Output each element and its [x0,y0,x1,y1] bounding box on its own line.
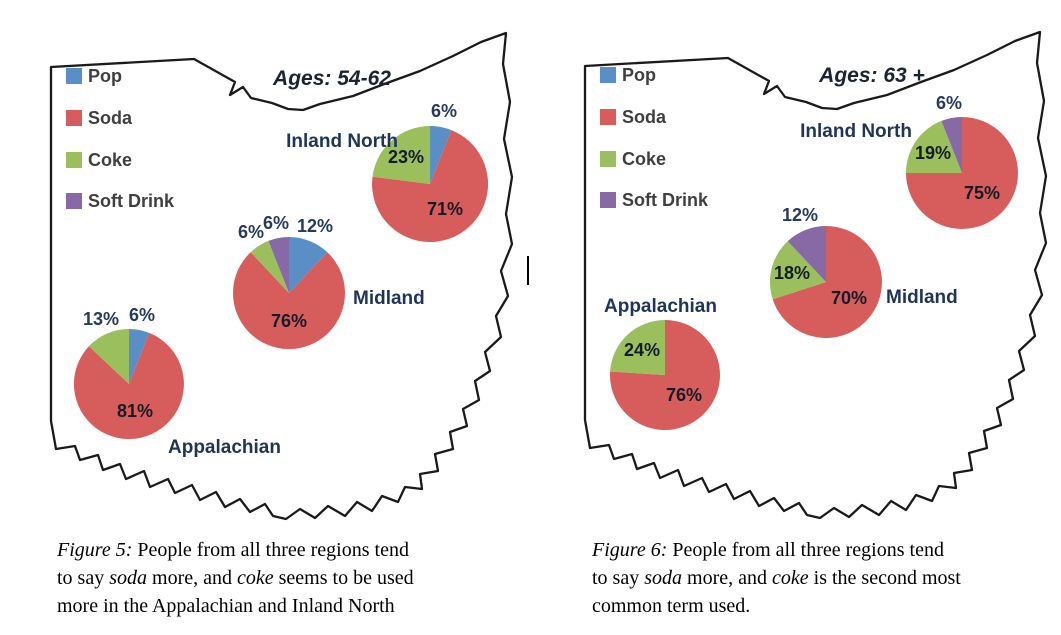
caption-text: People from all three regions tend [132,539,409,561]
pie-percent-label: 23% [388,147,424,167]
caption-text: seems to be used [273,567,414,589]
region-label-midland: Midland [886,287,958,308]
labels: 75% 19% 6% Inland North 70% 18% 12% Midland 76% 2… [604,93,1000,405]
pie-percent-label: 71% [427,199,463,219]
legend-label-soft-drink: Soft Drink [88,191,175,211]
pie-percent-label: 18% [774,263,810,283]
pie-slice-pop [430,126,452,184]
pie-slice-soda [372,130,489,243]
pie-slice-soda [233,252,346,350]
map-title: Ages: 63 + [818,64,925,87]
legend-label-pop: Pop [622,65,656,85]
legend-swatch-coke [66,152,82,168]
pie-percent-label: 6% [263,213,289,233]
legend-swatch-coke [600,151,616,167]
pie-slice-soda [772,226,882,339]
region-label-midland: Midland [353,288,425,309]
figure6-caption: Figure 6: People from all three regions … [592,536,1044,620]
pie-slice-pop [129,329,150,384]
text-cursor-artifact [527,256,529,285]
pie-slice-coke [769,241,826,300]
pie-slice-soft-drink [787,226,826,282]
pie-percent-label: 76% [271,311,307,331]
legend-label-coke: Coke [88,150,132,170]
pie-percent-label: 24% [624,340,660,360]
caption-text: Figure 5: [57,539,133,561]
labels: 6%71%23%Inland North12%76%6%6%Midland6%8… [83,101,463,458]
legend-swatch-pop [66,68,82,84]
legend-swatch-soda [600,109,616,125]
figure5-caption: Figure 5: People from all three regions … [57,536,489,620]
pie-slice-soft-drink [268,236,289,293]
region-label-inland-north: Inland North [286,131,398,152]
pie-charts [609,116,1018,430]
pie-slice-soft-drink [941,116,962,173]
region-label-appalachian: Appalachian [604,296,717,317]
legend-label-soft-drink: Soft Drink [622,190,709,210]
pie-percent-label: 12% [297,216,333,236]
caption-text: to say [592,567,645,589]
pie-percent-label: 19% [915,143,951,163]
pie-slice-coke [906,120,962,173]
legend-label-coke: Coke [622,149,666,169]
caption-text: People from all three regions tend [667,539,944,561]
pie-percent-label: 70% [831,288,867,308]
legend: Pop Soda Coke Soft Drink [600,65,709,210]
caption-text: more in the Appalachian and Inland North [57,595,395,617]
map-panel-ages-54-62: Ages: 54-62 Pop Soda Coke Soft Drink 6% 71% 2… [49,31,514,521]
legend-label-pop: Pop [88,66,122,86]
legend: Pop Soda Coke Soft Drink [66,66,175,211]
pie-slice-coke [610,320,665,375]
region-label-inland-north: Inland North [800,121,912,142]
pie-slice-soda [609,320,720,430]
caption-text: more, and [147,567,237,589]
pie-percent-label: 81% [117,401,153,421]
caption-text: Figure 6: [592,539,668,561]
caption-text: coke [772,567,809,589]
pie-slice-coke [88,328,129,384]
legend-label-soda: Soda [88,108,133,128]
pie-slice-soda [73,332,184,440]
caption-text: soda [109,567,148,589]
legend-swatch-soft-drink [600,192,616,208]
pie-slice-coke [372,126,430,184]
pie-slice-coke [250,240,289,293]
legend-swatch-soda [66,110,82,126]
map-panel-ages-63-plus: Ages: 63 + Pop Soda Coke Soft Drink 75% 19% 6… [583,30,1048,520]
pie-percent-label: 6% [936,93,962,113]
caption-text: common term used. [592,595,751,617]
caption-text: coke [237,567,274,589]
caption-text: to say [57,567,110,589]
map-title: Ages: 54-62 [272,67,391,90]
caption-text: soda [644,567,683,589]
legend-swatch-pop [600,67,616,83]
pie-percent-label: 13% [83,309,119,329]
legend-label-soda: Soda [622,107,667,127]
pie-percent-label: 76% [666,385,702,405]
pie-charts [73,126,489,440]
region-label-appalachian: Appalachian [168,437,281,458]
caption-text: more, and [682,567,772,589]
caption-text: is the second most [808,567,961,589]
pie-percent-label: 6% [238,222,264,242]
pie-slice-pop [289,237,328,293]
legend-swatch-soft-drink [66,193,82,209]
pie-percent-label: 6% [129,305,155,325]
pie-percent-label: 12% [782,205,818,225]
pie-percent-label: 75% [964,183,1000,203]
pie-percent-label: 6% [431,101,457,121]
